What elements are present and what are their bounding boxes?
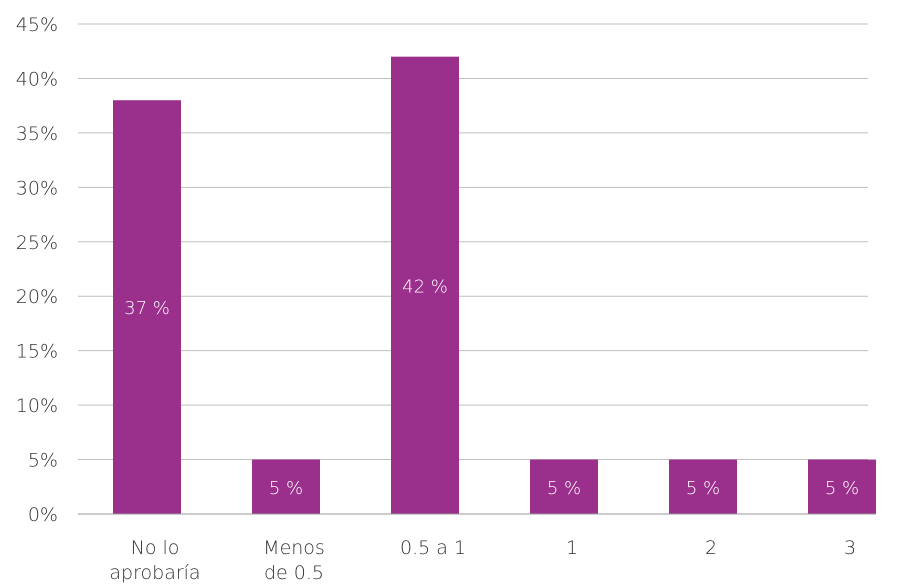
y-tick-label: 5% (28, 450, 58, 472)
x-tick-label: No lo (131, 537, 180, 559)
bar (391, 56, 459, 515)
y-axis: 0% 5% 10% 15% 20% 25% 30% 35% 40% 45% (16, 14, 58, 526)
y-tick-label: 0% (28, 504, 58, 526)
bar (669, 459, 737, 514)
y-tick-label: 40% (16, 68, 58, 90)
y-tick-label: 25% (16, 232, 58, 254)
y-tick-label: 20% (16, 286, 58, 308)
bar (113, 100, 181, 514)
gridlines (78, 23, 868, 461)
x-tick-label: de 0.5 (264, 562, 324, 584)
bars: 37 % 5 % 42 % 5 % 5 % 5 % (113, 56, 876, 515)
x-tick-label: Menos (263, 537, 325, 559)
x-tick-label: 2 (705, 537, 717, 559)
data-label: 5 % (686, 478, 720, 499)
bar (808, 459, 876, 514)
data-label: 42 % (402, 276, 448, 297)
y-tick-label: 30% (16, 177, 58, 199)
x-tick-label: 1 (566, 537, 578, 559)
bar (252, 459, 320, 514)
data-label: 37 % (124, 298, 170, 319)
y-tick-label: 15% (16, 341, 58, 363)
x-tick-label: aprobaría (109, 562, 200, 584)
x-tick-label: 0.5 a 1 (400, 537, 466, 559)
data-label: 5 % (547, 478, 581, 499)
bar (530, 459, 598, 514)
y-tick-label: 45% (16, 14, 58, 36)
y-tick-label: 10% (16, 395, 58, 417)
y-tick-label: 35% (16, 123, 58, 145)
data-label: 5 % (269, 478, 303, 499)
x-tick-label: 3 (844, 537, 856, 559)
data-label: 5 % (825, 478, 859, 499)
x-axis: No lo aprobaría Menos de 0.5 0.5 a 1 1 2 3 (78, 513, 876, 584)
